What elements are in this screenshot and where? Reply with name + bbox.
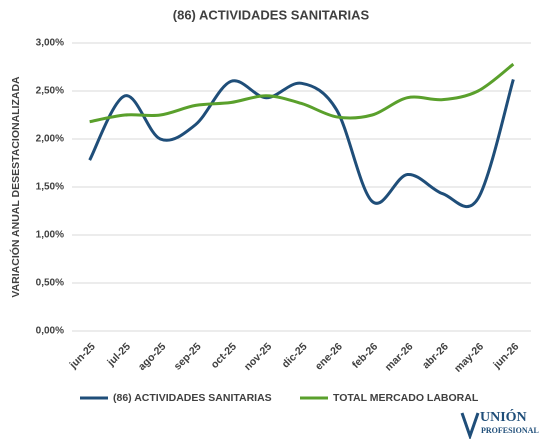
legend-label: (86) ACTIVIDADES SANITARIAS — [113, 392, 272, 404]
logo-main: UNIÓN — [480, 408, 527, 425]
x-tick-label: mar-26 — [383, 341, 416, 374]
x-tick-label: sep-25 — [172, 340, 204, 372]
chart-title: (86) ACTIVIDADES SANITARIAS — [173, 7, 370, 22]
x-tick-label: abr-26 — [420, 340, 451, 371]
line — [89, 62, 515, 124]
y-tick-label: 1,50% — [36, 182, 64, 193]
y-tick-label: 2,50% — [36, 86, 64, 97]
x-tick-label: jul-25 — [104, 340, 133, 369]
x-tick-label: nov-25 — [242, 340, 275, 373]
legend-label: TOTAL MERCADO LABORAL — [333, 392, 479, 404]
x-tick-label: ene-26 — [313, 340, 345, 372]
x-tick-label: dic-25 — [280, 340, 310, 370]
y-tick-label: 2,00% — [36, 134, 64, 145]
x-tick-label: jun-26 — [490, 340, 521, 371]
x-tick-label: jun-25 — [67, 340, 98, 371]
line — [88, 79, 515, 208]
y-tick-label: 1,00% — [36, 230, 64, 241]
x-tick-label: may-26 — [452, 340, 486, 374]
y-tick-label: 0,50% — [36, 278, 64, 289]
y-tick-label: 3,00% — [36, 38, 64, 49]
y-tick-label: 0,00% — [36, 326, 64, 337]
y-axis-title: VARIACIÓN ANUAL DESESTACIONALIZADA — [9, 76, 22, 298]
logo-mark — [460, 412, 480, 439]
x-tick-label: ago-25 — [136, 340, 169, 373]
x-tick-label: feb-26 — [350, 340, 380, 370]
logo-sub: PROFESIONAL — [481, 426, 539, 435]
x-tick-label: oct-25 — [209, 340, 239, 370]
logo: UNIÓN PROFESIONAL — [460, 408, 539, 439]
